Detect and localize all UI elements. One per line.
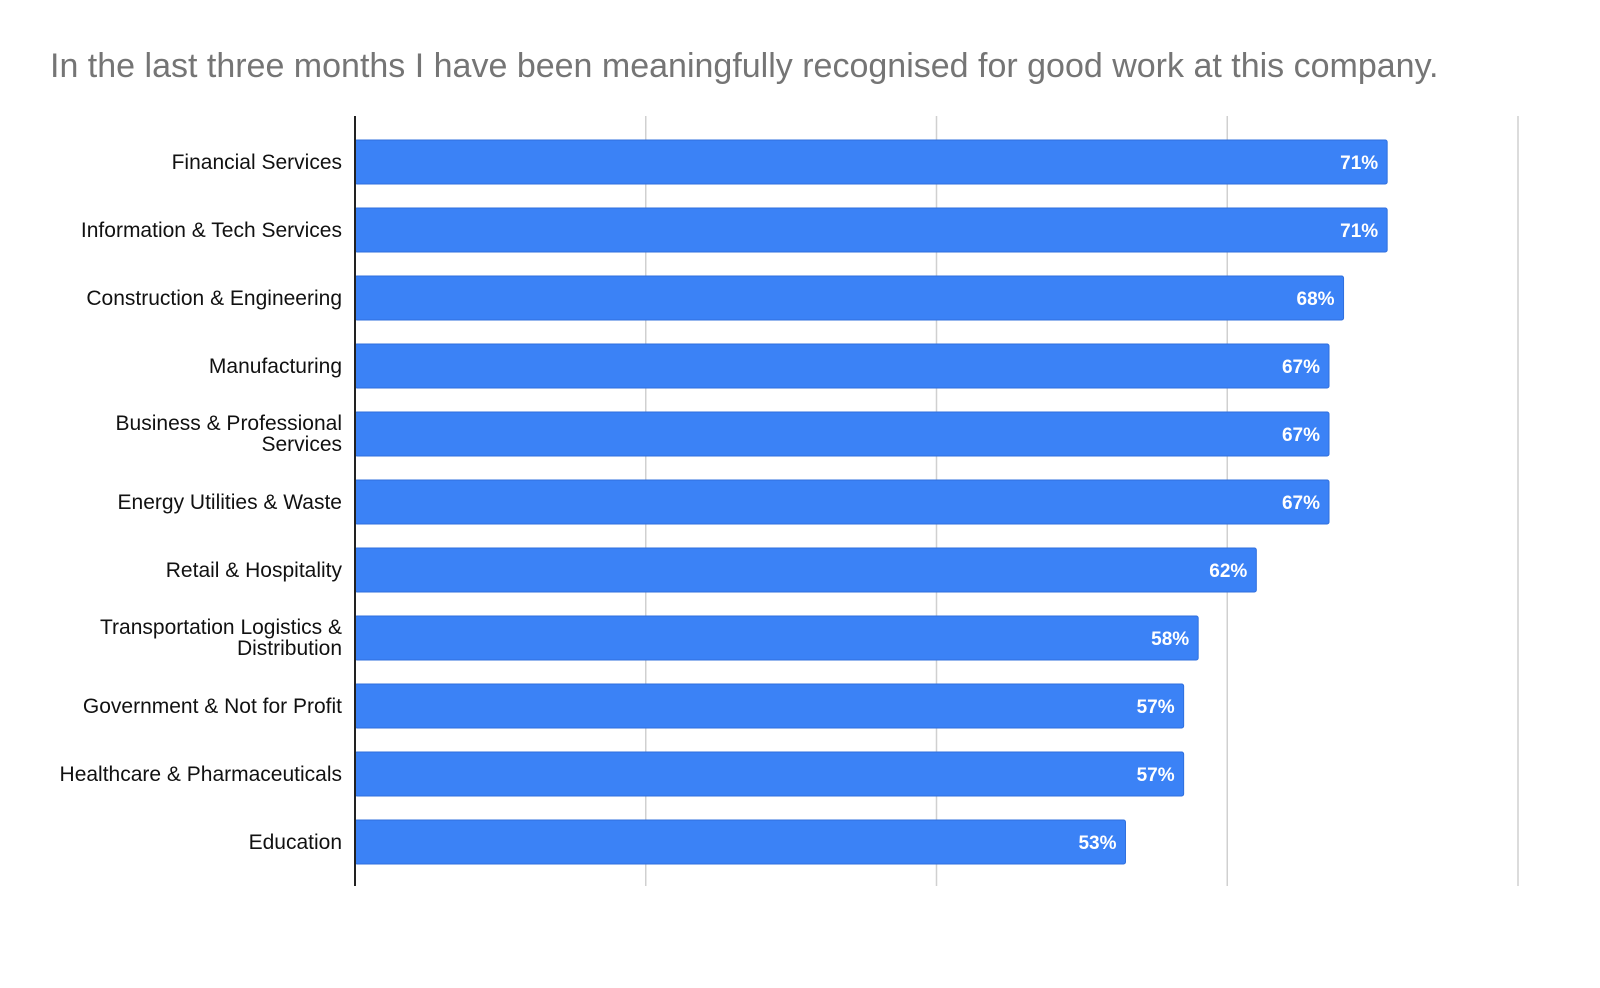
bar-value-label: 68% — [1297, 289, 1335, 310]
category-label-line: Transportation Logistics & — [100, 616, 342, 639]
value-labels: 71% 71% 68% 67% 67% 67% 62% 58% 57% 57% 53% — [1078, 153, 1378, 854]
bar — [354, 207, 1388, 253]
category-label: Information & Tech Services — [81, 219, 342, 242]
category-label-line: Business & Professional — [116, 412, 342, 435]
category-label: Retail & Hospitality — [166, 559, 343, 582]
bar — [354, 751, 1185, 797]
bar — [354, 139, 1388, 185]
bar — [354, 411, 1330, 457]
bar — [354, 343, 1330, 389]
category-label: Financial Services — [172, 151, 342, 174]
category-label: Construction & Engineering — [86, 287, 342, 310]
category-label-line: Distribution — [237, 637, 342, 660]
bar-value-label: 71% — [1340, 221, 1378, 242]
bar-value-label: 58% — [1151, 629, 1189, 650]
category-label: Business & Professional Services — [116, 412, 342, 456]
category-label-line: Services — [261, 433, 342, 456]
bars — [354, 139, 1388, 865]
bar — [354, 547, 1257, 593]
category-label: Education — [249, 831, 342, 854]
bar — [354, 683, 1185, 729]
bar — [354, 615, 1199, 661]
category-label: Transportation Logistics & Distribution — [100, 616, 342, 660]
bar-value-label: 57% — [1137, 765, 1175, 786]
bar-value-label: 71% — [1340, 153, 1378, 174]
category-label: Manufacturing — [209, 355, 342, 378]
category-labels: Financial Services Information & Tech Ser… — [60, 151, 343, 854]
bar-value-label: 67% — [1282, 493, 1320, 514]
bar — [354, 275, 1345, 321]
bar-value-label: 67% — [1282, 357, 1320, 378]
category-label: Healthcare & Pharmaceuticals — [60, 763, 342, 786]
bar-value-label: 62% — [1209, 561, 1247, 582]
category-label: Energy Utilities & Waste — [118, 491, 342, 514]
bar — [354, 819, 1126, 865]
bar-value-label: 53% — [1078, 833, 1116, 854]
category-label: Government & Not for Profit — [83, 695, 342, 718]
bar — [354, 479, 1330, 525]
bar-value-label: 67% — [1282, 425, 1320, 446]
bar-value-label: 57% — [1137, 697, 1175, 718]
chart-title: In the last three months I have been mea… — [50, 47, 1439, 85]
